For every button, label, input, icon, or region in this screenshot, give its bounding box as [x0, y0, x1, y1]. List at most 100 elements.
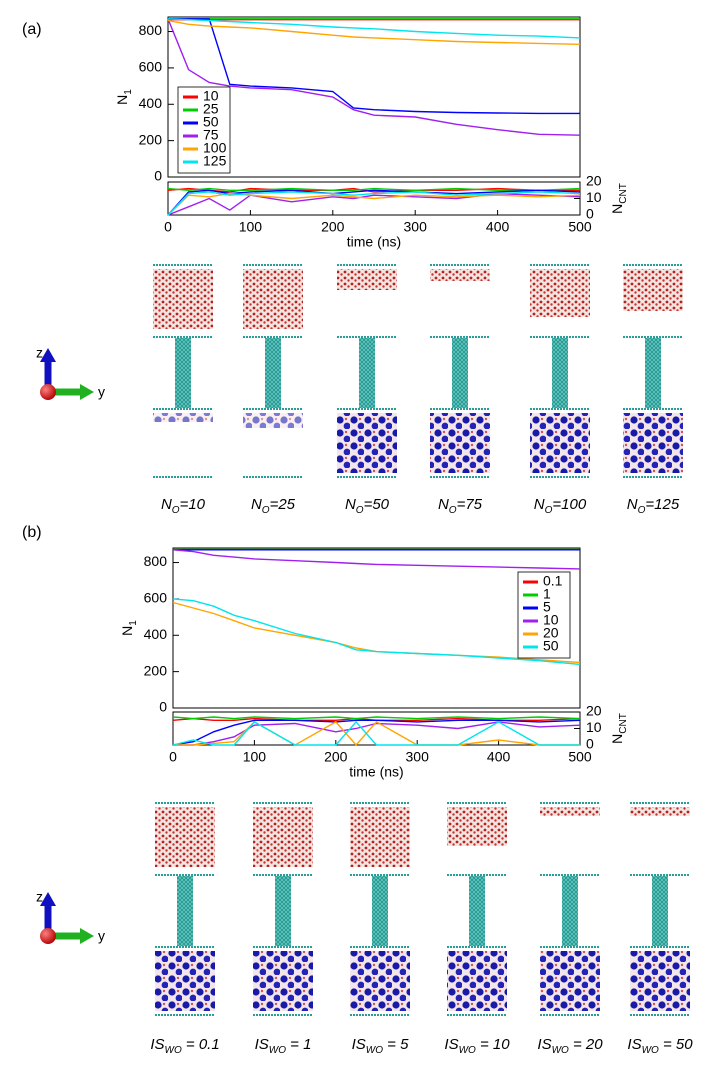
- snapshot-label-rest: = 1: [286, 1036, 311, 1053]
- nanotube: [265, 338, 281, 408]
- snapshot-label-rest: =100: [552, 496, 586, 513]
- water-region: [350, 807, 410, 867]
- snapshot-label: ISWO = 1: [255, 1036, 312, 1056]
- x-tick-label: 300: [404, 219, 428, 235]
- snapshot-label-main: N: [438, 496, 449, 513]
- snapshot-label-main: N: [251, 496, 262, 513]
- snapshot-label-main: N: [345, 496, 356, 513]
- snapshot-label-sub: O: [172, 505, 180, 516]
- series-line: [167, 192, 581, 216]
- series-line: [167, 191, 581, 216]
- nanotube: [652, 876, 668, 946]
- snapshot-label: NO=125: [627, 496, 680, 516]
- snapshot-label: ISWO = 5: [352, 1036, 410, 1056]
- reservoir: [530, 413, 590, 473]
- reservoir: [447, 951, 507, 1011]
- y-tick-label: 0: [159, 699, 167, 715]
- series-line: [167, 18, 581, 136]
- series-line: [167, 189, 581, 216]
- snapshot-label-sub: WO: [459, 1045, 476, 1056]
- reservoir: [350, 951, 410, 1011]
- y-axis-label-sub: 1: [128, 620, 139, 626]
- nanotube: [275, 876, 291, 946]
- snapshot-label-rest: =10: [180, 496, 206, 513]
- y-axis-label-main: N: [114, 95, 130, 105]
- snapshot-label: ISWO = 50: [627, 1036, 693, 1056]
- legend-label: 10: [203, 88, 219, 104]
- legend-box: [177, 86, 231, 174]
- y-tick-label: 400: [139, 95, 163, 111]
- water-region: [623, 269, 683, 311]
- legend-label: 50: [203, 114, 219, 130]
- snapshot-label-main: IS: [627, 1036, 641, 1053]
- axis-arrowhead-y: [80, 384, 94, 400]
- legend-label: 1: [543, 586, 551, 602]
- snapshot-label-rest: =75: [457, 496, 483, 513]
- y2-axis-label-main: N: [609, 204, 625, 214]
- nanotube: [552, 338, 568, 408]
- snapshot-label-rest: = 50: [659, 1036, 693, 1053]
- reservoir: [155, 951, 215, 1011]
- snapshot-label: ISWO = 0.1: [150, 1036, 219, 1056]
- reservoir: [623, 413, 683, 473]
- reservoir: [540, 951, 600, 1011]
- y2-tick-label: 10: [586, 189, 602, 205]
- water-region: [430, 269, 490, 281]
- y-axis-label-main: N: [119, 626, 135, 636]
- series-line: [172, 598, 581, 666]
- y2-tick-label: 10: [586, 719, 602, 735]
- y-tick-label: 0: [154, 168, 162, 184]
- y-tick-label: 600: [144, 590, 168, 606]
- legend-label: 5: [543, 599, 551, 615]
- snapshot-label: NO=10: [161, 496, 206, 516]
- axis-label-y: y: [98, 384, 105, 400]
- snapshot-label-rest: = 0.1: [182, 1036, 220, 1053]
- snapshot-label-sub: O: [449, 505, 457, 516]
- plot-frame: [167, 16, 581, 178]
- snapshot-label-sub: WO: [642, 1045, 659, 1056]
- reservoir: [430, 413, 490, 473]
- y2-axis-label-main: N: [609, 734, 625, 744]
- water-region: [337, 269, 397, 290]
- axis-origin: [40, 384, 56, 400]
- legend-label: 10: [543, 612, 559, 628]
- nanotube: [469, 876, 485, 946]
- snapshot-label: NO=25: [251, 496, 296, 516]
- y-axis-label: N1: [119, 620, 139, 636]
- nanotube: [372, 876, 388, 946]
- snapshot-label-main: N: [534, 496, 545, 513]
- snapshot-label-rest: =50: [364, 496, 390, 513]
- x-tick-label: 300: [406, 749, 430, 765]
- snapshot-label: ISWO = 10: [444, 1036, 510, 1056]
- water-region: [447, 807, 507, 846]
- axis-label-z: z: [36, 889, 43, 905]
- snapshot-label-sub: WO: [552, 1045, 569, 1056]
- x-tick-label: 0: [169, 749, 177, 765]
- x-tick-label: 500: [568, 749, 592, 765]
- y2-tick-label: 0: [586, 206, 594, 222]
- series-line: [167, 192, 581, 216]
- legend-box: [517, 571, 571, 659]
- snapshot-label: ISWO = 20: [537, 1036, 603, 1056]
- nanotube: [645, 338, 661, 408]
- reservoir: [253, 951, 313, 1011]
- y-tick-label: 800: [144, 553, 168, 569]
- y2-tick-label: 20: [586, 703, 602, 719]
- nanotube: [452, 338, 468, 408]
- snapshot-label-rest: = 10: [476, 1036, 510, 1053]
- legend-label: 125: [203, 153, 227, 169]
- series-line: [167, 19, 581, 45]
- snapshot-label: NO=100: [534, 496, 587, 516]
- y2-tick-label: 20: [586, 173, 602, 189]
- x-axis-label: time (ns): [347, 234, 401, 250]
- reservoir: [243, 413, 303, 428]
- water-region: [630, 807, 690, 816]
- snapshot-label: NO=50: [345, 496, 390, 516]
- legend-label: 50: [543, 638, 559, 654]
- water-region: [253, 807, 313, 867]
- snapshot-label-rest: = 5: [383, 1036, 409, 1053]
- series-line: [172, 549, 581, 570]
- water-region: [153, 269, 213, 329]
